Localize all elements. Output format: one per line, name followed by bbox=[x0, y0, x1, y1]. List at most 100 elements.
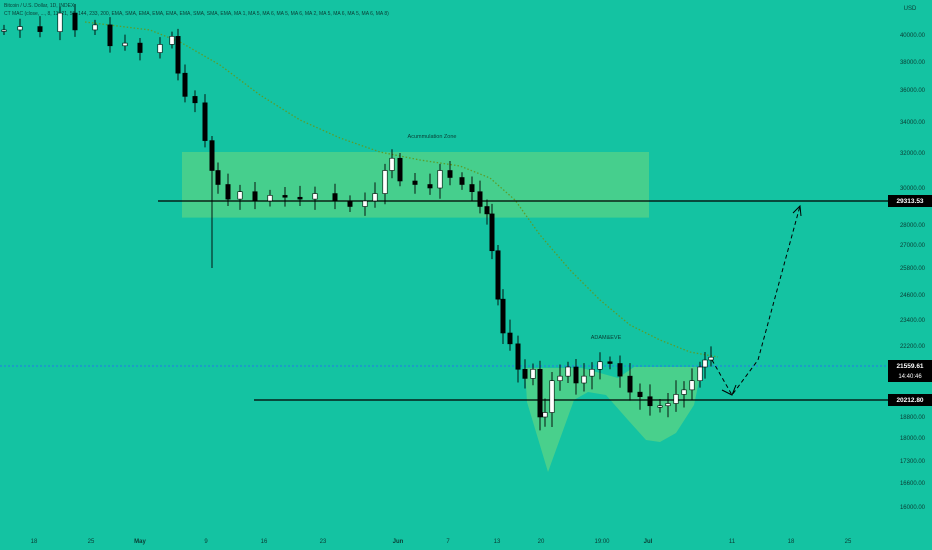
level-badge bbox=[888, 195, 932, 207]
x-tick-label: 25 bbox=[88, 539, 95, 545]
candle-body bbox=[459, 177, 465, 185]
candle-body bbox=[500, 298, 506, 334]
candle-body bbox=[437, 170, 443, 189]
candle-body bbox=[681, 389, 687, 395]
candle-body bbox=[489, 213, 495, 252]
candle-body bbox=[57, 12, 63, 32]
y-tick-label: 28000.00 bbox=[900, 223, 926, 229]
bar-countdown-label: 14:40:46 bbox=[898, 374, 922, 380]
y-tick-label: 36000.00 bbox=[900, 88, 926, 94]
current-price-label: 21559.61 bbox=[896, 363, 923, 370]
candle-body bbox=[122, 42, 128, 47]
candle-body bbox=[702, 359, 708, 368]
candle-body bbox=[665, 403, 671, 407]
x-tick-label: Jun bbox=[393, 539, 404, 545]
y-tick-label: 24600.00 bbox=[900, 293, 926, 299]
candle-body bbox=[689, 380, 695, 391]
candle-body bbox=[182, 72, 188, 97]
symbol-title: Bitcoin / U.S. Dollar, 1D, INDEX bbox=[4, 3, 75, 9]
y-tick-label: 34000.00 bbox=[900, 120, 926, 126]
candle-body bbox=[169, 36, 175, 45]
candle-body bbox=[484, 206, 490, 215]
candle-body bbox=[530, 368, 536, 379]
x-tick-label: 7 bbox=[446, 539, 450, 545]
candle-body bbox=[389, 157, 395, 171]
x-tick-label: 11 bbox=[729, 539, 736, 545]
candle-body bbox=[673, 394, 679, 404]
accumulation-zone bbox=[182, 152, 649, 218]
candle-body bbox=[542, 412, 548, 418]
candle-body bbox=[202, 102, 208, 141]
y-tick-label: 18800.00 bbox=[900, 415, 926, 421]
candle-body bbox=[412, 180, 418, 185]
projection-arrow-head bbox=[721, 384, 737, 396]
y-tick-label: 22200.00 bbox=[900, 344, 926, 350]
candle-body bbox=[657, 405, 663, 408]
candle-body bbox=[267, 195, 273, 202]
candle-body bbox=[72, 12, 78, 31]
x-tick-label: Jul bbox=[644, 539, 653, 545]
candle-body bbox=[209, 140, 215, 171]
x-tick-label: 19:00 bbox=[594, 539, 610, 545]
candle-body bbox=[192, 96, 198, 104]
x-tick-label: May bbox=[134, 539, 146, 545]
candle-body bbox=[427, 184, 433, 189]
candle-body bbox=[252, 191, 258, 202]
y-tick-label: 18000.00 bbox=[900, 436, 926, 442]
candle-body bbox=[312, 193, 318, 200]
x-tick-label: 13 bbox=[494, 539, 501, 545]
candle-body bbox=[282, 195, 288, 198]
indicator-legend: CT MAC (close, ..., 8, 13, 21, 55, 144, … bbox=[4, 11, 389, 17]
candle-body bbox=[137, 42, 143, 53]
candle-body bbox=[627, 375, 633, 393]
candle-body bbox=[447, 170, 453, 178]
candle-body bbox=[332, 193, 338, 202]
candle-body bbox=[469, 184, 475, 192]
candle-body bbox=[1, 29, 7, 32]
y-tick-label: 16600.00 bbox=[900, 481, 926, 487]
candle-body bbox=[157, 44, 163, 53]
candle-body bbox=[215, 170, 221, 185]
candle-body bbox=[477, 191, 483, 207]
current-price-badge bbox=[888, 360, 932, 382]
candle-body bbox=[495, 250, 501, 300]
candle-body bbox=[397, 157, 403, 182]
moving-average-line bbox=[84, 21, 719, 358]
x-tick-label: 18 bbox=[31, 539, 38, 545]
x-tick-label: 23 bbox=[320, 539, 327, 545]
candle-body bbox=[37, 26, 43, 32]
x-tick-label: 25 bbox=[845, 539, 852, 545]
candle-body bbox=[697, 366, 703, 382]
candle-body bbox=[557, 375, 563, 382]
candle-body bbox=[507, 332, 513, 345]
y-tick-label: 16000.00 bbox=[900, 505, 926, 511]
candle-body bbox=[107, 24, 113, 47]
candle-body bbox=[372, 193, 378, 202]
candle-body bbox=[237, 191, 243, 200]
zone-label: Acummulation Zone bbox=[408, 134, 457, 140]
candle-body bbox=[225, 184, 231, 200]
candle-body bbox=[297, 196, 303, 200]
candle-body bbox=[537, 368, 543, 418]
y-tick-label: 40000.00 bbox=[900, 33, 926, 39]
candle-body bbox=[565, 366, 571, 377]
x-tick-label: 9 bbox=[204, 539, 208, 545]
level-badge bbox=[888, 394, 932, 406]
y-tick-label: 25800.00 bbox=[900, 266, 926, 272]
x-tick-label: 20 bbox=[538, 539, 545, 545]
candle-body bbox=[647, 396, 653, 407]
candle-body bbox=[607, 361, 613, 364]
y-tick-label: 32000.00 bbox=[900, 151, 926, 157]
candle-body bbox=[347, 200, 353, 207]
projection-path bbox=[711, 205, 801, 396]
candle-body bbox=[92, 24, 98, 31]
candle-body bbox=[589, 368, 595, 377]
candle-body bbox=[581, 375, 587, 384]
adam-eve-pattern bbox=[525, 367, 702, 472]
candle-body bbox=[362, 200, 368, 207]
pattern-label: ADAM&EVE bbox=[591, 335, 622, 341]
candle-body bbox=[549, 380, 555, 413]
x-tick-label: 16 bbox=[261, 539, 268, 545]
candle-body bbox=[382, 170, 388, 194]
